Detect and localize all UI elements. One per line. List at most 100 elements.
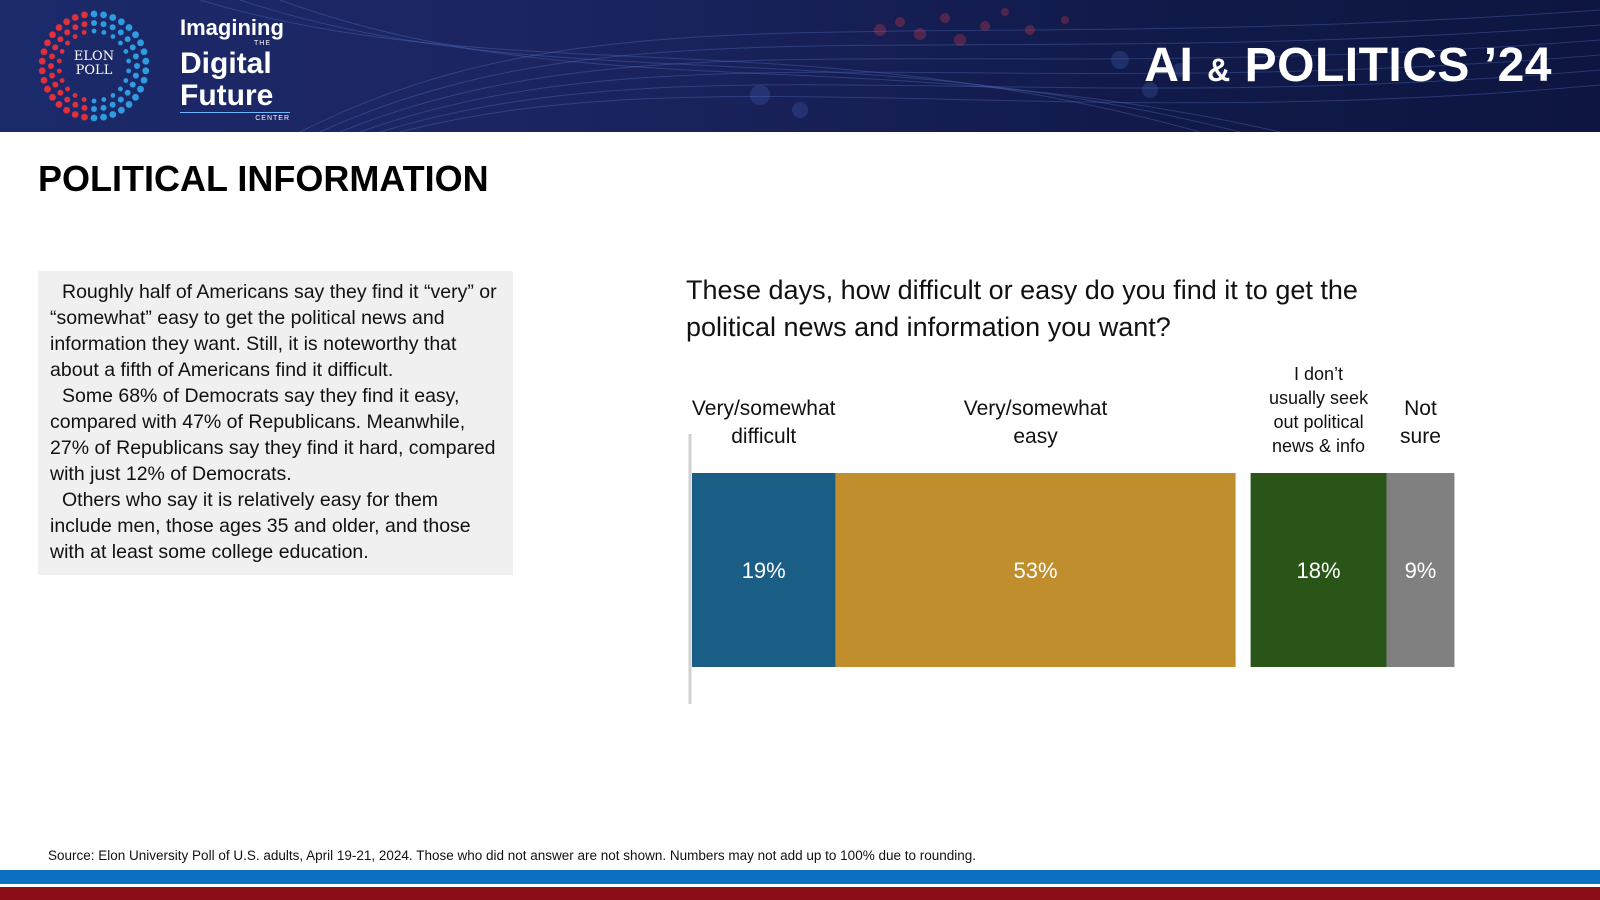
- elon-poll-logo-icon: [38, 10, 150, 122]
- logo-dot: [100, 21, 107, 28]
- logo-dot: [118, 86, 123, 92]
- logo-dot: [57, 36, 64, 43]
- logo-dot: [49, 93, 56, 101]
- data-label-difficult: 19%: [742, 558, 786, 583]
- bar-easy: [835, 473, 1236, 667]
- brand-the: THE: [254, 40, 271, 47]
- source-note: Source: Elon University Poll of U.S. adu…: [48, 848, 977, 863]
- data-label-not-seek: 18%: [1297, 558, 1341, 583]
- category-label-line: Very/somewhat: [964, 397, 1108, 420]
- logo-dot: [90, 114, 98, 122]
- logo-dot: [129, 44, 136, 51]
- logo-dot: [59, 49, 65, 54]
- logo-dot: [81, 30, 87, 35]
- logo-dot: [123, 78, 129, 83]
- logo-dot: [100, 104, 107, 111]
- logo-dot: [134, 63, 140, 69]
- brand-digital: Digital: [180, 47, 272, 80]
- logo-dot: [117, 106, 125, 114]
- logo-dot: [81, 11, 88, 19]
- logo-dot: [55, 101, 63, 108]
- logo-dot: [38, 57, 46, 65]
- category-label-line: difficult: [731, 425, 796, 448]
- logo-dot: [71, 14, 79, 21]
- logo-dot: [125, 24, 133, 31]
- summary-paragraph: Roughly half of Americans say they find …: [50, 281, 497, 381]
- logo-dot: [52, 81, 59, 88]
- logo-dot: [63, 18, 71, 26]
- logo-dot: [65, 86, 70, 92]
- logo-dot: [90, 10, 98, 18]
- category-label-line: I don’t: [1294, 364, 1343, 384]
- logo-dot: [38, 67, 46, 75]
- data-label-not-sure: 9%: [1405, 558, 1437, 583]
- logo-dot: [132, 72, 139, 79]
- logo-dot: [64, 96, 71, 103]
- category-label-difficult: Very/somewhat difficult: [692, 397, 836, 448]
- logo-dot: [65, 40, 70, 46]
- logo-dot: [101, 30, 107, 35]
- logo-dot: [124, 89, 131, 96]
- category-label-line: news & info: [1272, 436, 1365, 456]
- logo-dot: [109, 24, 116, 31]
- footer-stripe-blue: [0, 870, 1600, 884]
- logo-dot: [100, 11, 107, 19]
- imagining-digital-future-logo: Imagining THE Digital Future CENTER: [180, 16, 290, 122]
- category-label-line: Not: [1404, 397, 1437, 420]
- page-title: POLITICAL INFORMATION: [38, 158, 489, 199]
- header-banner: ELON POLL Imagining THE Digital Future C…: [0, 0, 1600, 132]
- logo-dot: [142, 67, 150, 75]
- banner-title-politics: POLITICS ’24: [1244, 39, 1552, 92]
- logo-dot: [110, 34, 116, 39]
- bar-not-sure: [1386, 473, 1455, 667]
- logo-dot: [140, 48, 148, 56]
- logo-line1: ELON: [73, 49, 115, 64]
- logo-dot: [49, 72, 56, 79]
- logo-dot: [72, 34, 78, 39]
- logo-dot: [72, 101, 79, 108]
- logo-dot: [44, 85, 51, 93]
- category-label-line: out political: [1274, 412, 1364, 432]
- logo-dot: [91, 28, 97, 34]
- logo-dot: [72, 93, 78, 98]
- logo-dot: [81, 21, 88, 28]
- summary-box: Roughly half of Americans say they find …: [38, 271, 513, 575]
- logo-dot: [132, 93, 139, 101]
- category-label-line: sure: [1400, 425, 1441, 448]
- logo-dot: [40, 48, 48, 56]
- logo-dot: [81, 97, 87, 102]
- logo-dot: [48, 63, 54, 69]
- logo-dot: [137, 85, 144, 93]
- logo-dot: [91, 20, 97, 26]
- logo-line2: POLL: [75, 63, 113, 78]
- logo-dot: [55, 24, 63, 31]
- logo-dot: [101, 97, 107, 102]
- brand-center: CENTER: [180, 112, 290, 122]
- logo-dot: [63, 106, 71, 114]
- bar-not-seek: [1250, 473, 1387, 667]
- logo-dot: [109, 14, 117, 21]
- category-label-line: Very/somewhat: [692, 397, 836, 420]
- logo-dot: [109, 111, 117, 118]
- logo-dot: [91, 98, 97, 104]
- logo-dot: [44, 39, 51, 47]
- logo-dot: [117, 96, 124, 103]
- logo-dot: [140, 76, 148, 84]
- logo-dot: [59, 78, 65, 83]
- logo-dot: [125, 101, 133, 108]
- banner-title-ai: AI: [1144, 39, 1194, 92]
- logo-dot: [124, 36, 131, 43]
- logo-dot: [118, 40, 123, 46]
- banner-wave-decoration: [199, 0, 1600, 132]
- elon-poll-logo-text: ELON POLL: [66, 50, 122, 78]
- category-label-not-seek: I don’t usually seek out political news & i…: [1269, 364, 1369, 456]
- logo-dot: [71, 111, 79, 118]
- logo-dot: [126, 68, 132, 74]
- logo-dot: [40, 76, 48, 84]
- logo-dot: [72, 24, 79, 31]
- logo-dot: [49, 53, 56, 60]
- banner-title: AI & POLITICS ’24: [1144, 38, 1552, 93]
- banner-title-amp: &: [1207, 52, 1231, 88]
- logo-dot: [56, 68, 62, 74]
